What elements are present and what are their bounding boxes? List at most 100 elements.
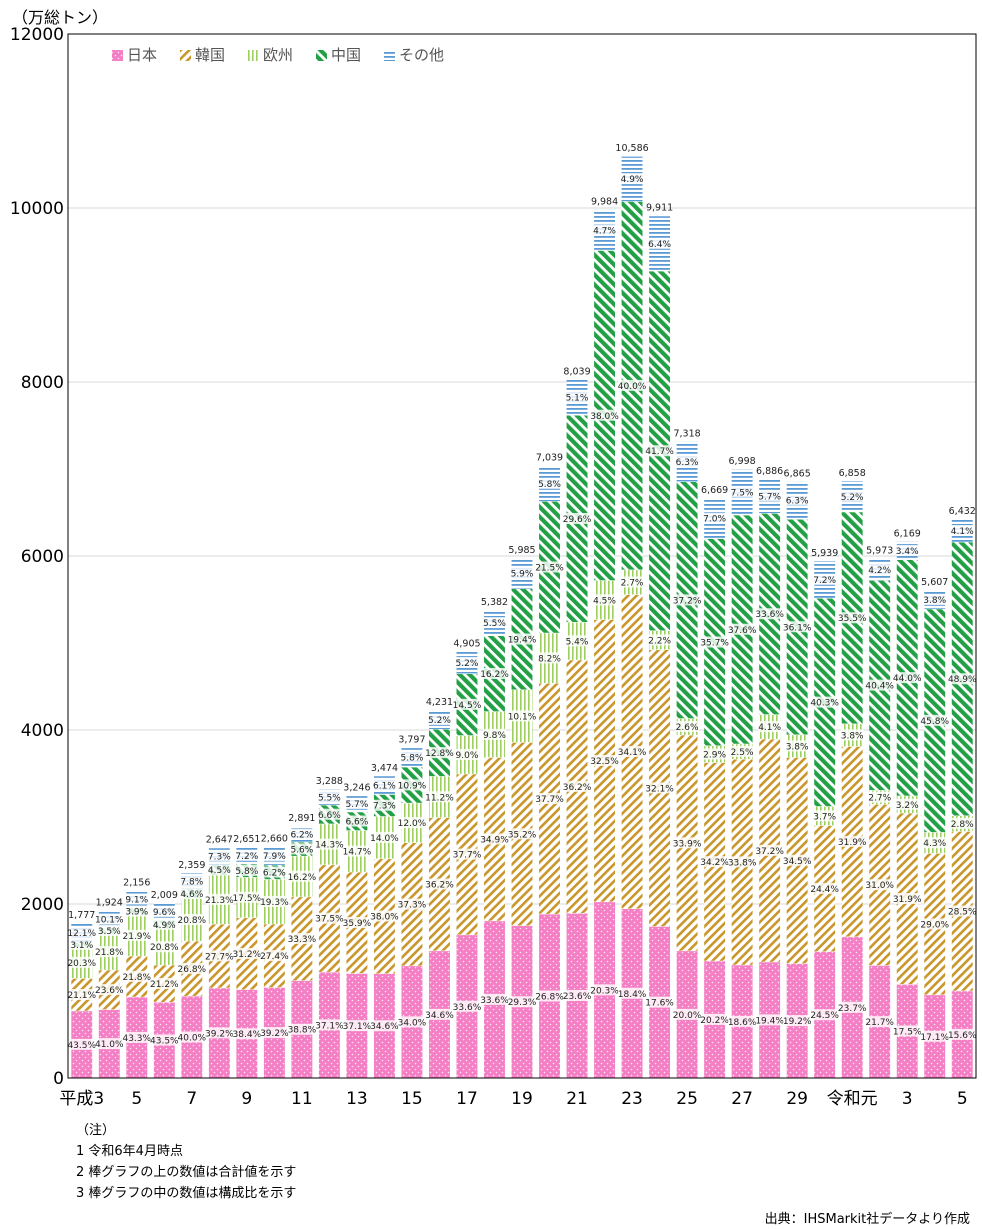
- share-label-background: [122, 970, 151, 982]
- share-label-background: [785, 740, 809, 752]
- share-label-background: [755, 844, 784, 856]
- share-label: 14.3%: [315, 841, 344, 851]
- y-tick-label: 10000: [10, 199, 64, 219]
- share-label-background: [97, 924, 121, 936]
- x-tick-label: 27: [731, 1089, 753, 1109]
- share-label-background: [920, 918, 949, 930]
- total-label: 3,246: [343, 783, 370, 794]
- total-label: 9,984: [591, 196, 618, 207]
- legend-swatch: [384, 50, 395, 61]
- y-tick-label: 12000: [10, 25, 64, 45]
- share-label-background: [700, 1013, 729, 1025]
- share-label: 4.1%: [758, 723, 781, 733]
- total-label: 6,886: [756, 466, 783, 477]
- share-label: 19.3%: [260, 898, 289, 908]
- notes-heading: （注）: [76, 1123, 116, 1138]
- share-label: 43.5%: [67, 1041, 96, 1051]
- total-label: 8,039: [563, 366, 590, 377]
- share-label-background: [262, 866, 286, 878]
- share-label: 21.8%: [95, 948, 124, 958]
- share-label: 37.6%: [728, 626, 757, 636]
- x-tick-label: 21: [566, 1089, 588, 1109]
- share-label: 4.5%: [593, 596, 616, 606]
- y-tick-label: 4000: [21, 721, 64, 741]
- y-tick-label: 0: [53, 1069, 64, 1089]
- x-tick-label: 9: [241, 1089, 252, 1109]
- share-label-background: [95, 913, 124, 925]
- total-label: 3,797: [398, 735, 425, 746]
- share-label: 31.2%: [233, 950, 262, 960]
- share-label-background: [813, 573, 837, 585]
- x-tick-label: 3: [902, 1089, 913, 1109]
- share-label-background: [180, 887, 204, 899]
- share-label-background: [150, 1034, 179, 1046]
- share-label-background: [397, 817, 426, 829]
- share-label-background: [730, 486, 754, 498]
- share-label: 24.4%: [810, 885, 839, 895]
- share-label-background: [345, 798, 369, 810]
- x-tick-label: 23: [621, 1089, 643, 1109]
- share-label-background: [893, 1025, 922, 1037]
- share-label: 3.8%: [786, 742, 809, 752]
- share-label-background: [370, 1020, 399, 1032]
- share-label-background: [590, 755, 619, 767]
- share-label-background: [205, 893, 234, 905]
- share-label: 19.4%: [755, 1016, 784, 1026]
- share-label-background: [150, 977, 179, 989]
- share-label-background: [838, 1001, 867, 1013]
- share-label: 3.2%: [896, 801, 919, 811]
- share-label: 20.3%: [590, 986, 619, 996]
- share-label: 20.2%: [700, 1016, 729, 1026]
- share-label: 2.8%: [951, 820, 974, 830]
- share-label: 4.5%: [208, 866, 231, 876]
- source-credit: 出典：IHSMarkit社データより作成: [764, 1212, 970, 1227]
- total-label: 1,777: [68, 910, 95, 921]
- total-label: 3,288: [316, 776, 343, 787]
- share-label: 33.3%: [288, 935, 317, 945]
- share-label-background: [648, 634, 671, 646]
- share-label: 35.7%: [700, 638, 729, 648]
- share-label: 2.2%: [648, 636, 671, 646]
- share-label-background: [673, 837, 702, 849]
- share-label: 36.1%: [783, 623, 812, 633]
- share-label-background: [260, 896, 289, 908]
- share-label-background: [703, 512, 727, 524]
- share-label-background: [205, 950, 234, 962]
- share-label: 5.2%: [456, 659, 479, 669]
- share-label-background: [868, 563, 892, 575]
- share-label-background: [700, 636, 729, 648]
- share-label: 33.8%: [728, 858, 757, 868]
- share-label: 3.8%: [841, 731, 864, 741]
- notes: （注） 1 令和6年4月時点 2 棒グラフの上の数値は合計値を示す 3 棒グラフ…: [76, 1120, 296, 1204]
- share-label: 20.0%: [673, 1011, 702, 1021]
- share-label-background: [315, 912, 344, 924]
- total-label: 6,669: [701, 485, 728, 496]
- share-label-background: [783, 854, 812, 866]
- share-label-background: [345, 815, 369, 827]
- share-label: 36.2%: [425, 881, 454, 891]
- share-label-background: [508, 633, 536, 645]
- share-label: 17.5%: [893, 1028, 922, 1038]
- legend-label: その他: [399, 46, 444, 64]
- share-label-background: [948, 673, 977, 685]
- share-label: 33.6%: [755, 610, 784, 620]
- share-label: 5.2%: [841, 493, 864, 503]
- total-label: 7,039: [536, 453, 563, 464]
- share-label: 37.7%: [453, 851, 482, 861]
- share-label-background: [838, 612, 867, 624]
- share-label-background: [703, 748, 727, 760]
- share-label-background: [428, 713, 451, 725]
- legend-swatch: [316, 50, 327, 61]
- share-label-background: [67, 927, 96, 939]
- legend-swatch: [248, 50, 259, 61]
- plot-frame: [67, 33, 977, 1079]
- share-label: 31.9%: [893, 895, 922, 905]
- share-label: 27.4%: [260, 952, 289, 962]
- share-label: 4.3%: [923, 839, 946, 849]
- share-label: 40.0%: [618, 382, 647, 392]
- share-label: 41.7%: [645, 447, 674, 457]
- share-label-background: [923, 593, 947, 605]
- x-tick-label: 5: [957, 1089, 968, 1109]
- share-label: 43.5%: [150, 1036, 179, 1046]
- share-label: 10.1%: [95, 916, 124, 926]
